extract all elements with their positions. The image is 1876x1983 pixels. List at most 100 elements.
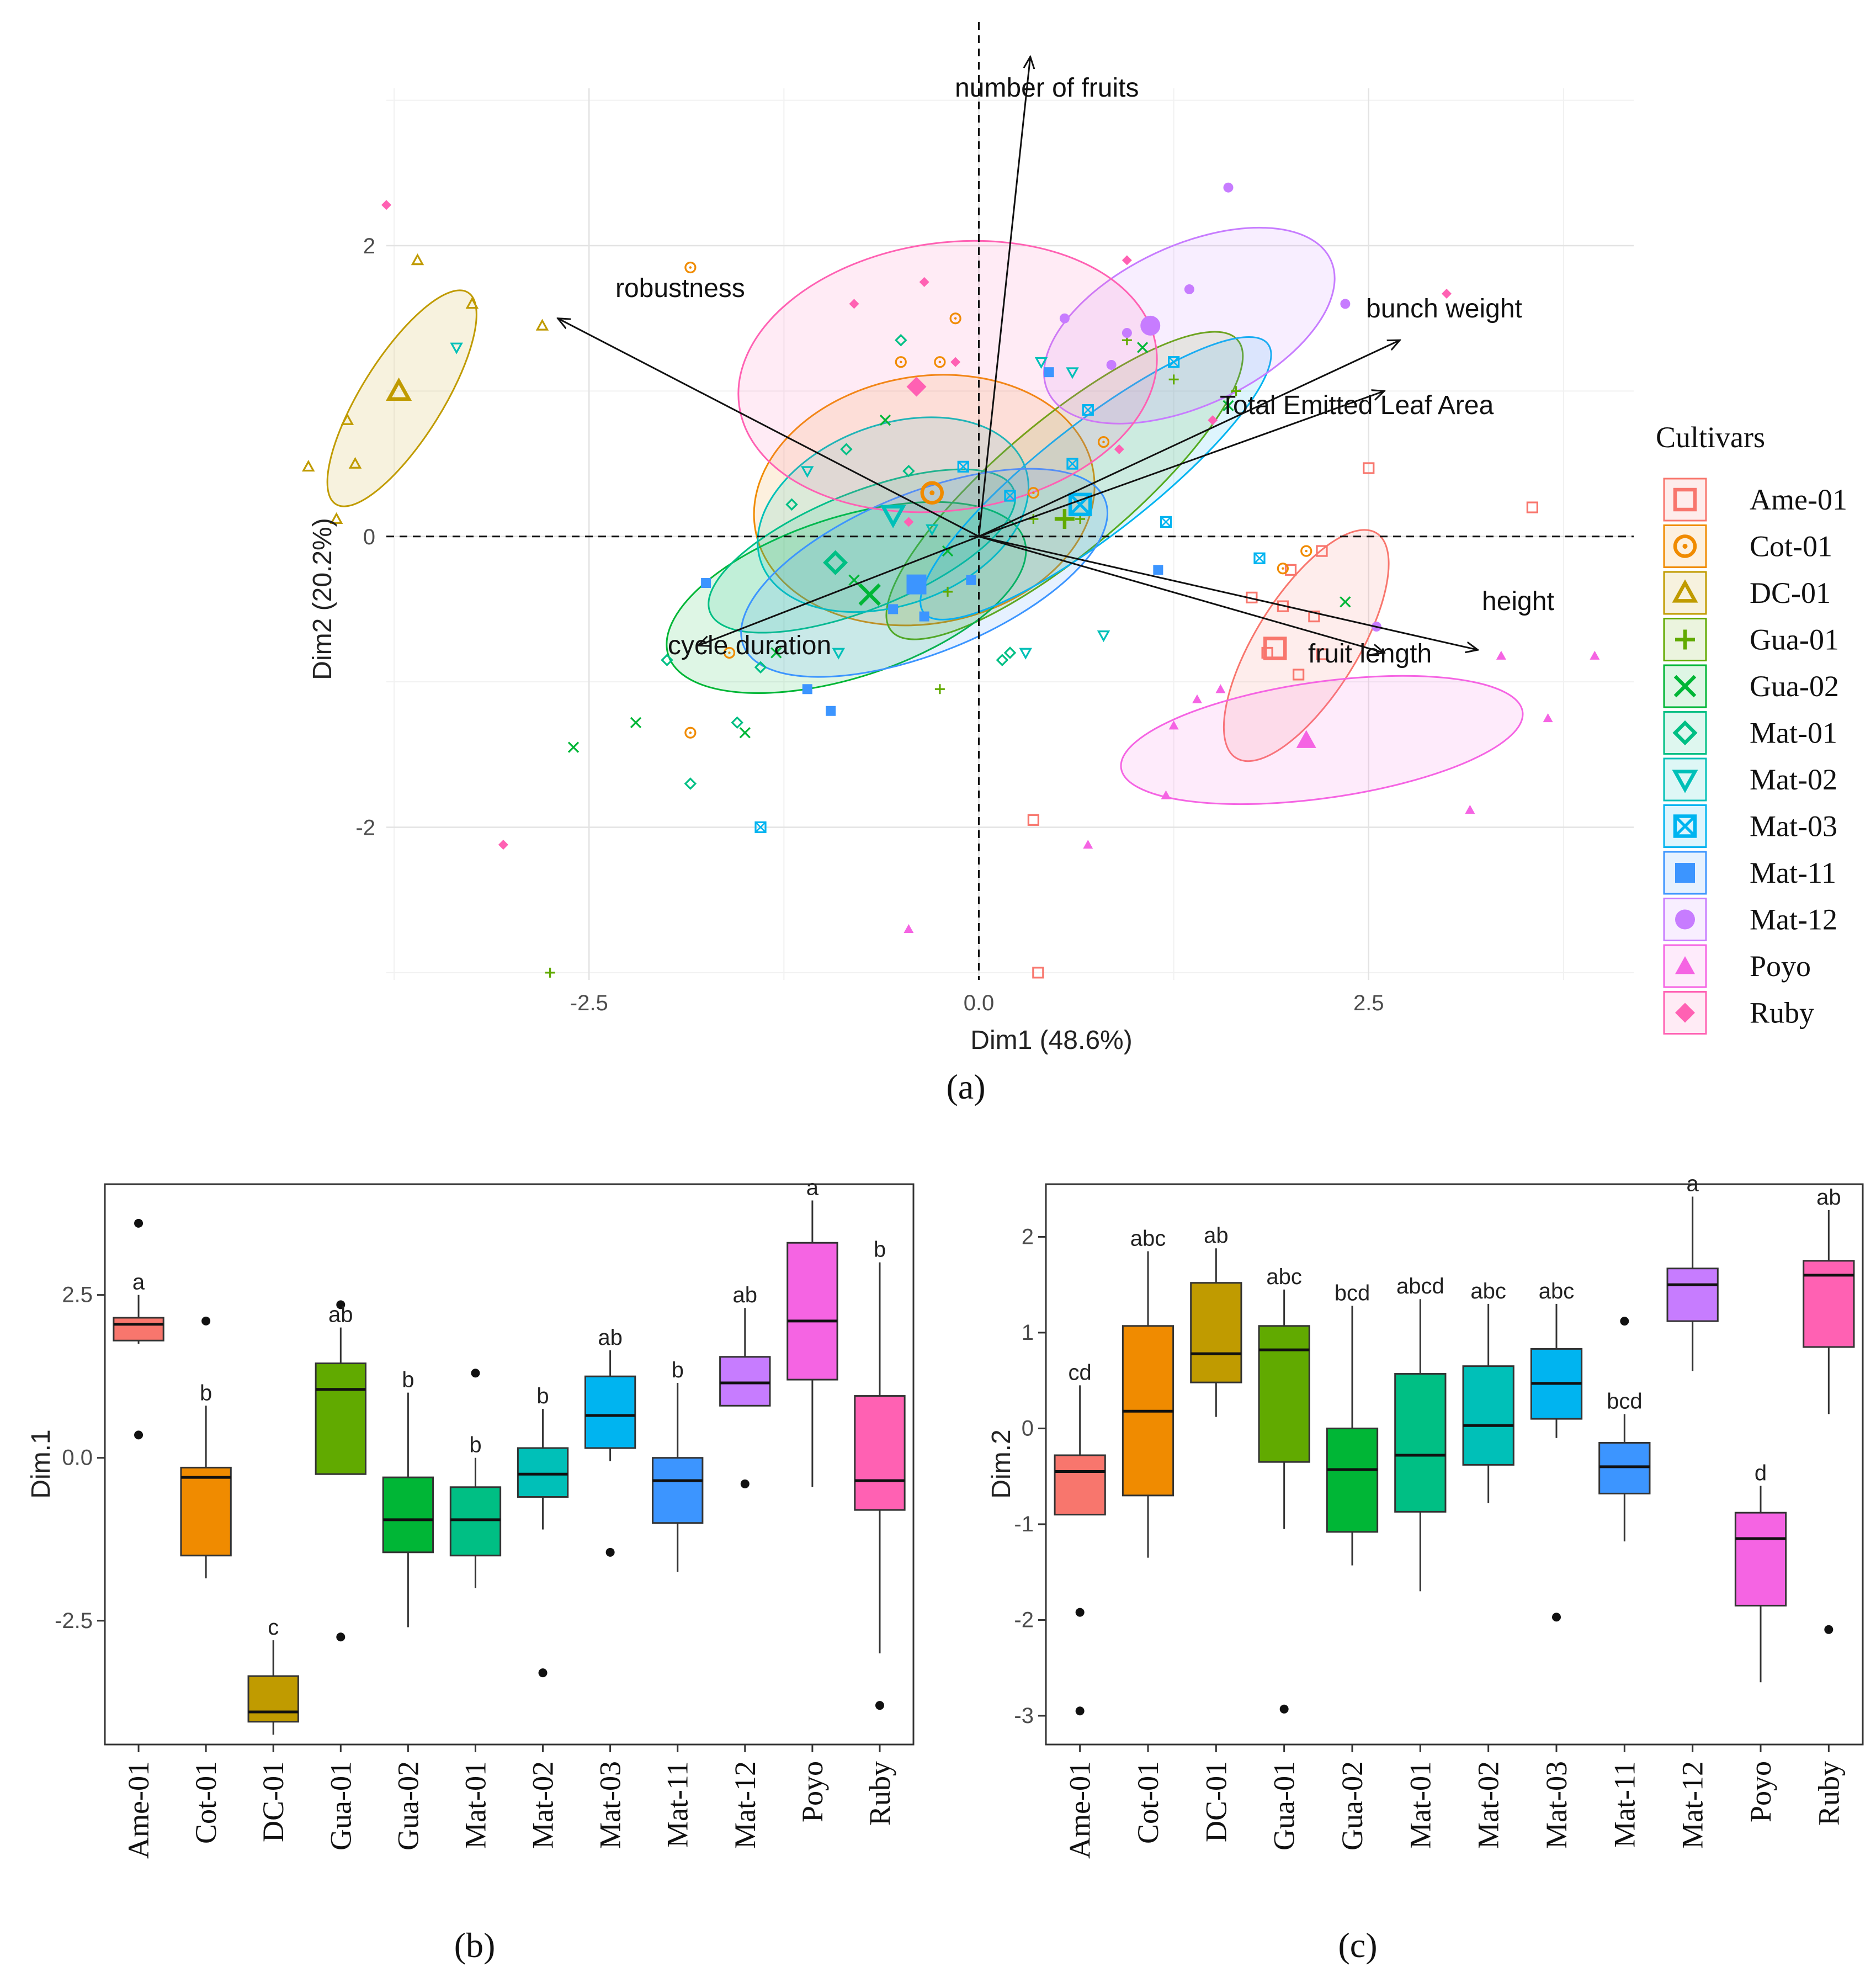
point-poyo (1465, 804, 1475, 814)
pca-zero-lines (386, 22, 1634, 980)
letter-gua-02: bcd (1335, 1281, 1370, 1305)
point-poyo-shape (904, 924, 914, 934)
legend-key-mat-02-shape (1672, 770, 1698, 793)
boxplot-dim2-items: -3 -2 -1 0 1 2 cd Ame-01 abc Cot-01 ab DC-01 abc Gua-… (1014, 1172, 1855, 1859)
legend-item-poyo: Poyo (1663, 944, 1811, 988)
outlier-gua-01 (1279, 1704, 1289, 1714)
legend-label: Gua-01 (1750, 623, 1839, 656)
point-poyo (1496, 650, 1506, 660)
legend-label: Mat-11 (1750, 856, 1836, 889)
centroid-poyo-shape (1296, 730, 1316, 748)
point-dc-01 (341, 413, 354, 425)
point-dc-01 (465, 297, 479, 309)
point-ruby-shape (849, 299, 859, 309)
point-ruby-shape (1114, 444, 1124, 454)
centroid-cot-01-dot (929, 490, 935, 496)
category-label-mat-03: Mat-03 (594, 1761, 627, 1849)
point-ame-01-shape (1308, 610, 1320, 623)
point-mat-03-cross (1168, 356, 1179, 368)
category-label-ame-01: Ame-01 (1064, 1761, 1097, 1859)
legend-key-mat-11 (1675, 863, 1695, 883)
point-gua-02-shape (630, 717, 642, 728)
point-cot-01-shape (684, 261, 697, 274)
point-dc-01-shape (348, 457, 362, 469)
point-mat-03 (1253, 552, 1266, 564)
letter-dc-01: ab (1204, 1223, 1229, 1248)
point-gua-01-shape (1168, 374, 1179, 385)
point-poyo-shape (1168, 720, 1179, 730)
outlier-mat-03 (1552, 1613, 1561, 1622)
point-ame-01-shape (1316, 648, 1328, 660)
centroid-gua-01-shape (1054, 509, 1075, 529)
point-cot-01-shape (1277, 563, 1289, 575)
letter-mat-03: abc (1539, 1279, 1575, 1303)
point-mat-03-cross (1005, 490, 1016, 501)
outlier-gua-01 (336, 1300, 346, 1309)
vector-label-fruit-length: fruit length (1308, 639, 1432, 669)
boxplot-dim1: -2.50.02.5aAme-01bCot-01cDC-01abGua-01bG… (26, 1176, 915, 1859)
box-poyo (1734, 1512, 1787, 1606)
ellipse-poyo (1120, 675, 1524, 805)
point-cot-01-dot (1282, 567, 1284, 570)
point-mat-02 (1019, 648, 1033, 660)
point-poyo (1168, 720, 1179, 730)
point-gua-02 (567, 741, 580, 753)
legend-item-ame-01: Ame-01 (1663, 478, 1847, 522)
ellipse-mat-11 (740, 468, 1109, 678)
point-mat-01-shape (754, 661, 767, 674)
category-label-cot-01: Cot-01 (1131, 1761, 1165, 1844)
point-mat-01 (731, 716, 743, 729)
point-ame-01 (1293, 669, 1305, 681)
point-mat-03-shape (1253, 552, 1266, 564)
y-tick-label: -1 (1014, 1512, 1034, 1536)
point-poyo (1543, 713, 1553, 723)
point-cot-01-dot (938, 360, 942, 363)
centroid-mat-02-shape (880, 505, 906, 528)
point-cot-01-shape (684, 727, 697, 739)
legend-key-cot-01-shape (1673, 534, 1697, 558)
boxplot-dim2: -3 -2 -1 0 1 2 cd Ame-01 abc Cot-01 ab DC-01 abc Gua-… (987, 1172, 1864, 1859)
point-poyo-shape (1192, 694, 1202, 703)
point-mat-02-shape (832, 648, 846, 660)
vector-fruit-length (979, 535, 1385, 653)
vector-bunch-weight (978, 340, 1400, 538)
point-gua-02-shape (1223, 400, 1234, 411)
boxplot-dim2-frame (1045, 1183, 1864, 1746)
point-poyo (1590, 650, 1600, 660)
point-ame-01-shape (1363, 462, 1375, 474)
outlier-mat-02 (538, 1668, 548, 1678)
outlier-mat-03 (605, 1547, 615, 1557)
category-label-gua-02: Gua-02 (1336, 1761, 1369, 1851)
point-poyo-shape (1590, 650, 1600, 660)
point-mat-11-shape (826, 706, 836, 716)
outlier-gua-01 (336, 1632, 346, 1642)
outlier-cot-01 (201, 1316, 211, 1325)
legend-item-dc-01: DC-01 (1663, 571, 1831, 615)
point-ruby-shape (1122, 255, 1132, 266)
legend: Cultivars Ame-01 Cot-01 DC-01 Gua-01 Gua-02 M… (1656, 421, 1847, 1035)
legend-key-dc-01 (1672, 579, 1698, 603)
point-cot-01 (723, 646, 736, 659)
point-mat-01 (894, 333, 907, 347)
point-mat-02-shape (925, 524, 939, 536)
point-poyo-shape (1465, 804, 1475, 814)
boxplot-dim1-frame (104, 1183, 915, 1746)
box-mat-02 (1462, 1365, 1514, 1466)
panel-label-b: (b) (454, 1926, 496, 1965)
point-poyo-shape (1215, 684, 1226, 693)
point-gua-01 (1168, 374, 1179, 385)
box-ame-01 (1054, 1454, 1106, 1516)
point-mat-12 (1059, 313, 1070, 324)
letter-mat-03: ab (598, 1325, 623, 1350)
legend-label: Poyo (1750, 950, 1811, 983)
point-mat-01-shape (1003, 646, 1017, 659)
point-cot-01 (684, 261, 697, 274)
category-label-cot-01: Cot-01 (189, 1761, 222, 1844)
legend-label: Mat-01 (1750, 717, 1837, 750)
point-cot-01-dot (689, 731, 692, 734)
centroid-gua-01 (1054, 509, 1075, 529)
point-mat-11-shape (1044, 367, 1054, 378)
boxplot-dim1-y-axis-label: Dim.1 (26, 1429, 56, 1498)
letter-gua-01: ab (328, 1303, 353, 1327)
legend-item-gua-02: Gua-02 (1663, 664, 1839, 708)
